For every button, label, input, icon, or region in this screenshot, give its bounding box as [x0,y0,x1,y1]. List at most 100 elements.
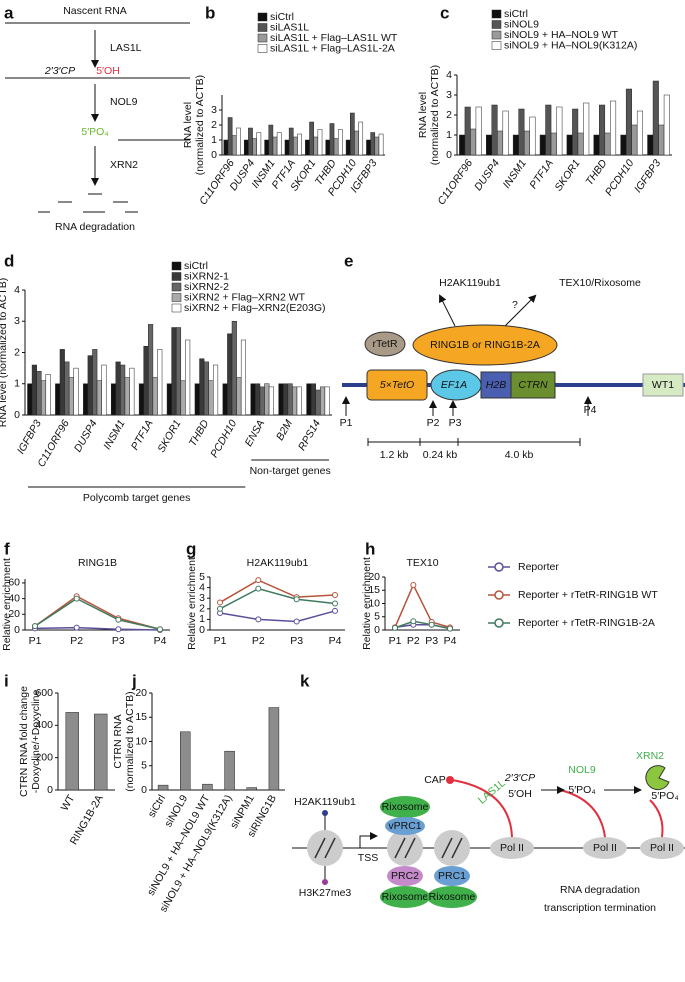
bar [539,134,546,156]
bar [636,110,643,156]
bar [491,104,498,156]
point [332,607,338,614]
x-tick-label: PCDH10 [208,418,239,460]
bar [350,112,355,156]
line [219,610,336,623]
nucleosome [434,830,470,866]
y-axis-label: (normalized to ACTB) [124,691,136,791]
legend-label: siXRN2-2 [184,281,229,293]
line [34,626,161,631]
label: H3K27me3 [299,887,352,899]
line [394,583,451,629]
label: Pol II [500,842,524,854]
rtetr [364,331,406,357]
label: PRC1 [438,870,466,882]
y-tick-label: 5 [141,760,147,772]
x-tick-label: P1 [389,635,402,647]
panel-label: g [186,539,196,558]
point [392,624,398,631]
label: CTRN [518,379,548,391]
bar [288,127,294,156]
label: Rixosome [429,891,476,903]
bar [272,136,278,156]
bar [283,383,289,416]
y-axis-label: CTRN RNA fold change [18,686,30,797]
hatch [314,837,463,859]
bar [94,713,108,791]
bar [180,380,186,416]
bar [227,333,233,416]
bar [120,364,126,416]
me3 [322,879,328,885]
x-tick-label: siCtrl [146,793,168,820]
y-tick-label: 600 [35,687,53,699]
panel-label: i [4,671,9,690]
teto [366,369,428,401]
arrow [504,294,537,327]
x-tick-label: RPS14 [296,418,323,453]
y-tick-label: 5 [374,611,380,623]
bar [337,129,343,156]
bar [246,787,257,791]
label: WT1 [652,379,674,391]
bar [185,339,191,416]
bar [577,132,584,156]
label: LAS1L [476,777,508,807]
point [73,624,80,631]
fragments [38,193,138,213]
label: 5′PO₄ [81,126,108,138]
bar [310,383,317,416]
y-tick-label: 40 [8,592,20,604]
label: NOL9 [110,96,138,108]
panel-label: d [4,251,14,270]
point [73,595,80,602]
bar [293,136,298,156]
pol2 [640,837,684,859]
bar [152,377,158,416]
bar [658,124,665,156]
y-tick-label: 1 [446,129,452,141]
point [115,616,122,623]
bar [604,132,611,156]
prc1 [434,866,470,886]
label: H2B [486,379,506,391]
x-tick-label: P2 [252,635,265,647]
legend-label: siLAS1L [270,21,309,33]
bar [306,383,312,416]
x-tick-label: C11ORF96 [435,157,475,207]
legend-marker [494,590,504,600]
y-tick-label: 0 [14,624,20,636]
bar [268,707,280,791]
y-tick-label: 0 [199,624,205,636]
bar [157,349,163,416]
bar [320,386,326,416]
point [293,596,300,603]
y-tick-label: 0 [14,409,20,421]
x-tick-label: P1 [214,635,227,647]
label: TSS [358,852,378,864]
label: H2AK119ub1 [294,796,356,808]
label: P3 [449,417,462,429]
bar [358,121,364,156]
bar [203,361,209,416]
x-tick-label: P2 [407,635,420,647]
bar [227,117,233,156]
label: H2AK119ub1 [439,277,501,289]
label: XRN2 [636,750,664,762]
bar [333,138,339,156]
label: RNA degradation [55,221,135,233]
bar [208,380,214,416]
rna [451,779,664,838]
legend-swatch [257,12,268,22]
bar [315,389,321,416]
legend-label: siXRN2 + Flag–XRN2(E203G) [184,302,326,314]
bar [83,383,89,416]
y-axis-label: Relative enrichment [361,557,373,650]
label: EF1A [441,379,467,391]
rixosome [380,886,430,908]
y-axis-label: Relative enrichment [186,557,198,650]
bar [502,110,509,156]
bar [175,327,182,416]
bar [370,132,376,156]
nucleosome [387,830,423,866]
